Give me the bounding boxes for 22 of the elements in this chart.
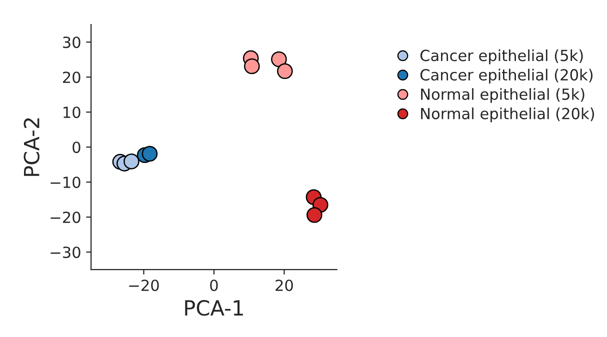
y-axis-title: PCA-2: [24, 118, 40, 176]
point: [244, 58, 260, 74]
y-tick-label: 20: [63, 72, 80, 84]
y-tick-label: −10: [50, 176, 80, 188]
point: [124, 154, 140, 170]
x-tick-label: 20: [276, 280, 293, 292]
y-tick-label: −20: [50, 212, 80, 224]
y-tick-label: −30: [50, 246, 80, 258]
legend-label: Normal epithelial (20k): [421, 108, 594, 122]
point: [142, 146, 158, 162]
point: [306, 207, 322, 223]
x-tick-label: −20: [129, 280, 159, 292]
y-tick-label: 30: [63, 36, 80, 48]
legend-label: Normal epithelial (5k): [421, 88, 584, 103]
point: [277, 63, 293, 80]
x-tick-label: 0: [210, 280, 218, 292]
legend-label: Cancer epithelial (20k): [420, 68, 593, 84]
legend-label: Cancer epithelial (5k): [420, 49, 583, 64]
y-tick-label: 10: [64, 106, 80, 118]
x-axis-title: PCA-1: [185, 300, 243, 316]
point: [271, 51, 287, 68]
y-tick-label: 0: [72, 142, 80, 154]
